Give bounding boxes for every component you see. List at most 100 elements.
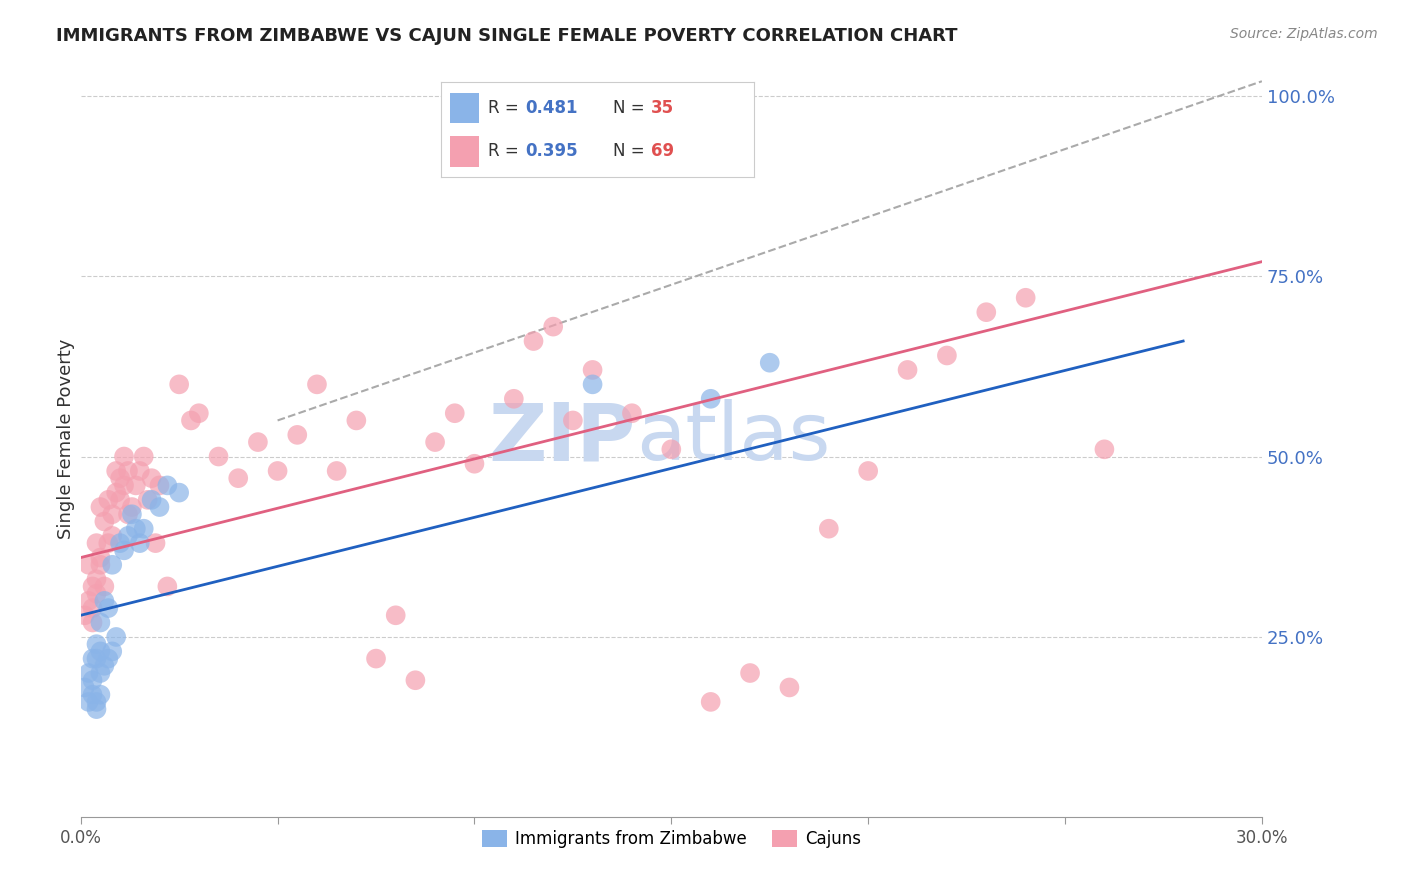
Point [108, 492, 131, 507]
Point [108, 536, 131, 550]
Point [93, 658, 115, 673]
Point [156, 478, 179, 492]
Point [125, 522, 148, 536]
Point [758, 356, 780, 370]
Point [136, 492, 159, 507]
Point [502, 392, 524, 406]
Point [443, 406, 465, 420]
Point [121, 500, 143, 514]
Point [89, 500, 111, 514]
Point [108, 471, 131, 485]
Point [285, 428, 308, 442]
Point [86, 702, 108, 716]
Point [101, 508, 124, 522]
Point [86, 587, 108, 601]
Point [246, 435, 269, 450]
Y-axis label: Single Female Poverty: Single Female Poverty [58, 338, 75, 539]
Point [97, 601, 120, 615]
Point [541, 319, 564, 334]
Legend: Immigrants from Zimbabwe, Cajuns: Immigrants from Zimbabwe, Cajuns [475, 823, 868, 855]
Point [778, 681, 800, 695]
Point [167, 377, 190, 392]
Point [974, 305, 997, 319]
Point [82, 688, 104, 702]
Point [97, 492, 120, 507]
Point [73, 681, 96, 695]
Point [77, 695, 100, 709]
Point [89, 558, 111, 572]
Text: IMMIGRANTS FROM ZIMBABWE VS CAJUN SINGLE FEMALE POVERTY CORRELATION CHART: IMMIGRANTS FROM ZIMBABWE VS CAJUN SINGLE… [56, 27, 957, 45]
Point [1092, 442, 1115, 457]
Point [77, 558, 100, 572]
Point [561, 413, 583, 427]
Point [148, 500, 170, 514]
Point [132, 522, 155, 536]
Point [156, 579, 179, 593]
Point [167, 485, 190, 500]
Point [344, 413, 367, 427]
Point [89, 688, 111, 702]
Point [145, 536, 167, 550]
Point [117, 464, 139, 478]
Point [226, 471, 249, 485]
Point [148, 478, 170, 492]
Point [132, 450, 155, 464]
Point [112, 478, 135, 492]
Point [522, 334, 544, 348]
Point [93, 579, 115, 593]
Point [935, 349, 957, 363]
Point [266, 464, 288, 478]
Text: Source: ZipAtlas.com: Source: ZipAtlas.com [1230, 27, 1378, 41]
Point [77, 594, 100, 608]
Point [125, 478, 148, 492]
Point [82, 601, 104, 615]
Point [305, 377, 328, 392]
Point [659, 442, 682, 457]
Point [180, 413, 202, 427]
Point [86, 572, 108, 586]
Point [404, 673, 426, 688]
Point [856, 464, 879, 478]
Point [86, 637, 108, 651]
Text: atlas: atlas [636, 400, 831, 477]
Point [73, 608, 96, 623]
Point [463, 457, 485, 471]
Point [581, 377, 603, 392]
Point [105, 485, 128, 500]
Point [699, 392, 721, 406]
Point [93, 515, 115, 529]
Point [101, 558, 124, 572]
Point [97, 651, 120, 665]
Point [738, 666, 761, 681]
Point [581, 363, 603, 377]
Point [82, 579, 104, 593]
Point [86, 651, 108, 665]
Point [896, 363, 918, 377]
Point [101, 529, 124, 543]
Point [423, 435, 446, 450]
Point [82, 651, 104, 665]
Text: ZIP: ZIP [489, 400, 636, 477]
Point [89, 550, 111, 565]
Point [117, 508, 139, 522]
Point [128, 464, 150, 478]
Point [112, 543, 135, 558]
Point [364, 651, 387, 665]
Point [86, 695, 108, 709]
Point [82, 615, 104, 630]
Point [89, 666, 111, 681]
Point [1014, 291, 1036, 305]
Point [141, 471, 163, 485]
Point [89, 615, 111, 630]
Point [86, 536, 108, 550]
Point [384, 608, 406, 623]
Point [141, 492, 163, 507]
Point [97, 536, 120, 550]
Point [620, 406, 643, 420]
Point [117, 529, 139, 543]
Point [105, 464, 128, 478]
Point [187, 406, 209, 420]
Point [105, 630, 128, 644]
Point [128, 536, 150, 550]
Point [121, 508, 143, 522]
